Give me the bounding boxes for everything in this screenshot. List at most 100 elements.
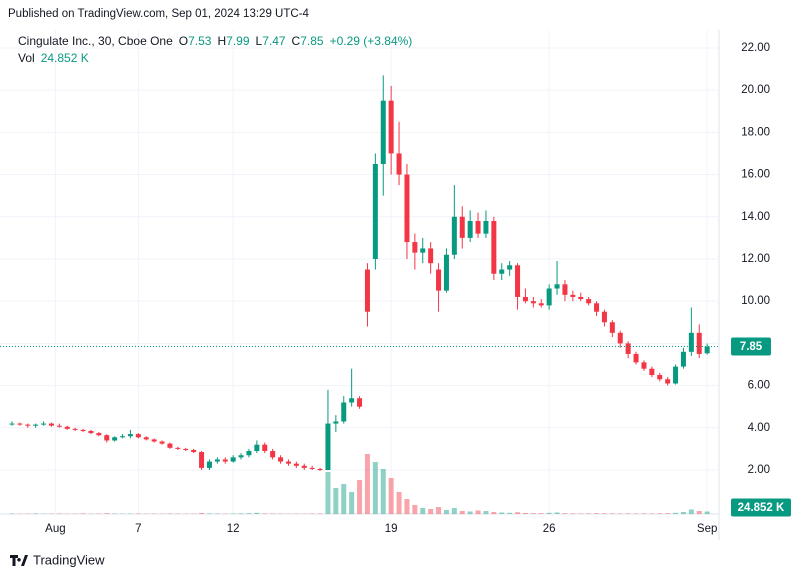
- candle-body: [586, 299, 592, 304]
- last-price-label: 7.85: [740, 341, 763, 353]
- volume-bar: [199, 513, 205, 514]
- candle-body: [459, 216, 465, 238]
- volume-bar: [357, 480, 363, 514]
- volume-bar: [443, 510, 449, 514]
- volume-bar: [270, 513, 276, 514]
- volume-bar: [491, 512, 497, 514]
- candle-body: [617, 332, 623, 344]
- candle-body: [17, 423, 23, 425]
- candle-body: [665, 379, 671, 384]
- candle-body: [25, 424, 31, 426]
- candle-body: [222, 459, 228, 462]
- candle-body: [48, 423, 54, 426]
- volume-bar: [404, 499, 410, 514]
- candle-body: [246, 451, 252, 456]
- last-price-box: [731, 337, 771, 356]
- volume-bar: [309, 513, 315, 514]
- candle-body: [364, 269, 370, 312]
- volume-bar: [649, 513, 655, 514]
- volume-bar: [104, 513, 110, 514]
- candle-body: [578, 296, 584, 300]
- candle-body: [522, 296, 528, 302]
- volume-bar: [515, 512, 521, 514]
- candle-body: [206, 461, 212, 468]
- candle-body: [515, 265, 521, 297]
- candle-body: [538, 303, 544, 306]
- volume-bar: [325, 472, 331, 514]
- volume-bar: [428, 509, 434, 514]
- y-tick-label: 20.00: [741, 84, 770, 96]
- candle-body: [341, 402, 347, 422]
- grid: [0, 30, 719, 514]
- y-tick-label: 18.00: [741, 126, 770, 138]
- volume-bar: [254, 512, 260, 514]
- volume-bar: [617, 513, 623, 514]
- candle-body: [570, 294, 576, 297]
- volume-bar: [317, 513, 323, 514]
- low-value: 7.47: [262, 34, 286, 48]
- candle-body: [688, 332, 694, 352]
- candle-body: [451, 216, 457, 255]
- published-note: Published on TradingView.com, Sep 01, 20…: [8, 8, 309, 20]
- candle-body: [436, 269, 442, 291]
- candle-body: [159, 441, 165, 444]
- candle-body: [183, 448, 189, 450]
- volume-bar: [33, 513, 39, 514]
- candle-body: [135, 434, 141, 438]
- volume-bar: [451, 508, 457, 514]
- volume-bar: [9, 513, 15, 514]
- candle-body: [420, 248, 426, 253]
- candle-body: [388, 100, 394, 154]
- candle-body: [167, 443, 173, 448]
- volume-title: Vol: [18, 51, 35, 65]
- candle-body: [120, 436, 126, 438]
- candle-body: [230, 457, 236, 462]
- candle-body: [357, 398, 363, 407]
- volume-bar: [530, 513, 536, 514]
- y-tick-label: 4.00: [748, 422, 770, 434]
- candle-body: [491, 220, 497, 274]
- volume-bar: [562, 513, 568, 514]
- low-label: L: [256, 34, 263, 48]
- candle-body: [649, 368, 655, 376]
- y-tick-label: 22.00: [741, 42, 770, 54]
- volume-bar: [601, 513, 607, 514]
- volume-bar: [522, 513, 528, 514]
- last-volume-box: [731, 498, 791, 517]
- last-volume-label: 24.852 K: [738, 502, 785, 514]
- candle-body: [641, 362, 647, 369]
- volume-bar: [135, 513, 141, 514]
- candle-body: [601, 311, 607, 323]
- volume-bar: [546, 512, 552, 514]
- candle-body: [594, 303, 600, 312]
- close-label: C: [292, 34, 301, 48]
- volume-bar: [341, 484, 347, 514]
- footer-brand: TradingView: [33, 552, 105, 567]
- candle-body: [214, 459, 220, 462]
- volume-bar: [570, 513, 576, 514]
- volume-bar: [594, 513, 600, 514]
- volume-bar: [680, 512, 686, 514]
- candle-body: [191, 449, 197, 453]
- volume-bar: [499, 512, 505, 514]
- candle-body: [80, 429, 86, 431]
- candle-body: [483, 220, 489, 234]
- candle-body: [9, 423, 15, 425]
- volume-bar: [396, 492, 402, 514]
- candle-body: [96, 433, 102, 436]
- volume-bar: [206, 513, 212, 514]
- candle-body: [270, 451, 276, 458]
- volume-bar: [554, 512, 560, 514]
- candle-body: [673, 366, 679, 384]
- high-label: H: [217, 34, 226, 48]
- y-tick-label: 2.00: [748, 464, 770, 476]
- volume-bar: [262, 513, 268, 514]
- volume-bar: [56, 513, 62, 514]
- volume-bars: [9, 454, 710, 514]
- volume-bar: [665, 513, 671, 514]
- volume-bar: [704, 511, 710, 514]
- change: +0.29 (+3.84%): [330, 34, 413, 48]
- volume-bar: [625, 513, 631, 514]
- candle-body: [428, 248, 434, 264]
